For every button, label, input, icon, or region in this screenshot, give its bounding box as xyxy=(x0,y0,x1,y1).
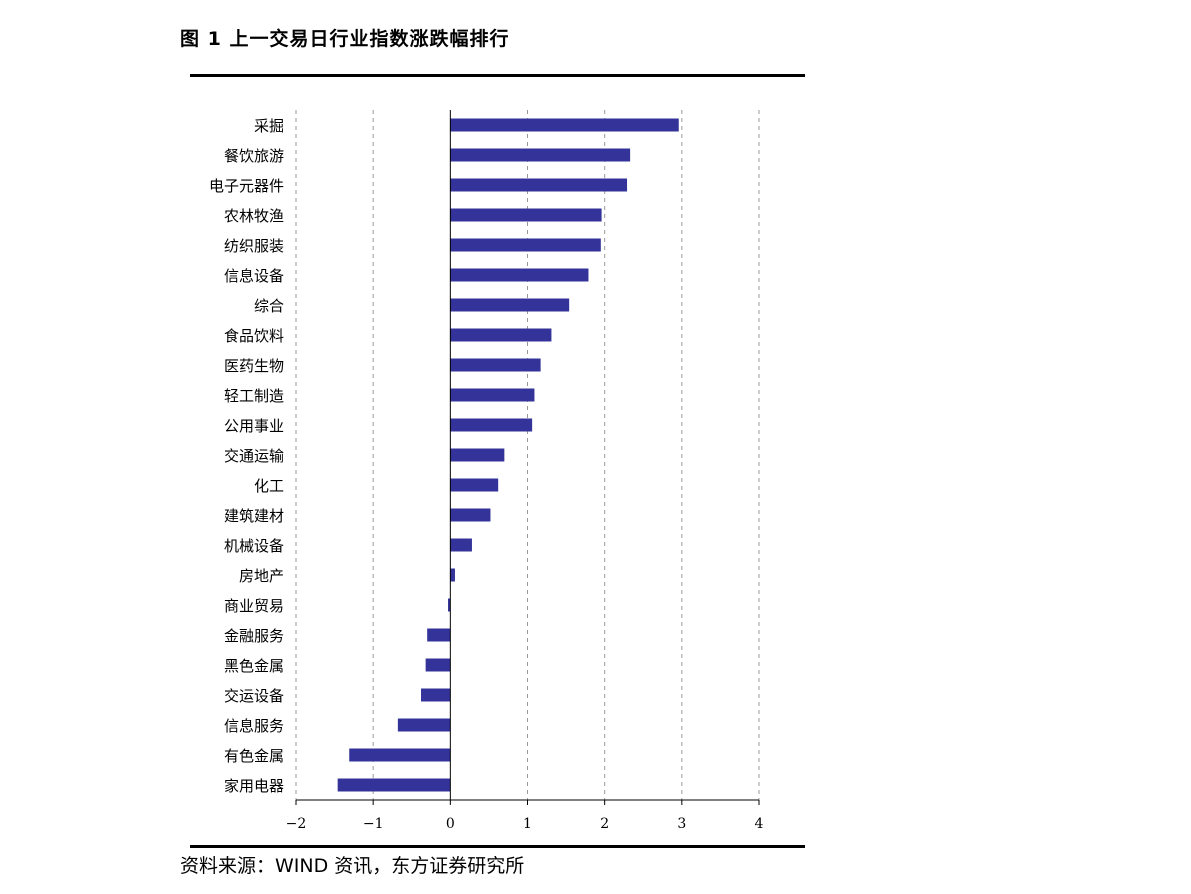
bar xyxy=(450,568,455,582)
category-label: 房地产 xyxy=(239,567,284,585)
bar xyxy=(427,628,451,642)
category-label: 机械设备 xyxy=(224,537,284,555)
bar xyxy=(450,148,631,162)
bar xyxy=(450,478,499,492)
category-label: 综合 xyxy=(254,297,284,315)
bar xyxy=(425,658,451,672)
category-label: 交运设备 xyxy=(224,687,284,705)
bar xyxy=(450,118,679,132)
bar xyxy=(450,358,541,372)
category-label: 商业贸易 xyxy=(224,597,284,615)
bottom-rule xyxy=(190,845,805,848)
bar xyxy=(450,178,628,192)
x-tick-labels: −2 −1 0 1 2 3 4 xyxy=(286,816,764,832)
category-label: 建筑建材 xyxy=(224,507,284,525)
bar xyxy=(450,238,601,252)
bar xyxy=(450,418,533,432)
category-label: 电子元器件 xyxy=(209,177,284,195)
category-label: 家用电器 xyxy=(224,777,284,795)
bar xyxy=(450,508,491,522)
category-label: 餐饮旅游 xyxy=(224,147,284,165)
category-label: 采掘 xyxy=(254,117,284,135)
bar xyxy=(450,448,505,462)
bar xyxy=(337,778,451,792)
category-label: 食品饮料 xyxy=(224,327,284,345)
category-label: 医药生物 xyxy=(224,357,284,375)
bars xyxy=(337,118,679,792)
bar xyxy=(450,328,552,342)
x-tick-label: −1 xyxy=(363,816,384,832)
bar xyxy=(450,208,602,222)
figure-title: 图 1 上一交易日行业指数涨跌幅排行 xyxy=(180,28,510,50)
axes xyxy=(295,110,760,805)
category-label: 交通运输 xyxy=(224,447,284,465)
bar xyxy=(349,748,451,762)
x-tick-label: 3 xyxy=(677,816,686,832)
top-rule xyxy=(190,74,805,77)
x-tick-label: 2 xyxy=(600,816,609,832)
category-label: 信息设备 xyxy=(224,267,284,285)
x-tick-label: −2 xyxy=(286,816,307,832)
category-label: 农林牧渔 xyxy=(224,207,284,225)
x-tick-label: 4 xyxy=(755,816,764,832)
x-tick-label: 0 xyxy=(446,816,455,832)
x-tick-label: 1 xyxy=(523,816,532,832)
source-note: 资料来源：WIND 资讯，东方证券研究所 xyxy=(180,855,525,877)
category-label: 化工 xyxy=(254,477,284,495)
bar xyxy=(450,388,535,402)
grid-lines xyxy=(295,110,760,800)
category-label: 黑色金属 xyxy=(224,657,284,675)
category-label: 轻工制造 xyxy=(224,387,284,405)
bar xyxy=(450,538,472,552)
bar xyxy=(450,298,570,312)
bar xyxy=(397,718,451,732)
bar xyxy=(448,598,451,612)
category-labels: 采掘餐饮旅游电子元器件农林牧渔纺织服装信息设备综合食品饮料医药生物轻工制造公用事… xyxy=(209,117,284,795)
category-label: 信息服务 xyxy=(224,717,284,735)
category-label: 纺织服装 xyxy=(224,237,284,255)
category-label: 金融服务 xyxy=(224,627,284,645)
bar xyxy=(450,268,589,282)
category-label: 有色金属 xyxy=(224,747,284,765)
bar xyxy=(421,688,451,702)
category-label: 公用事业 xyxy=(224,417,284,435)
